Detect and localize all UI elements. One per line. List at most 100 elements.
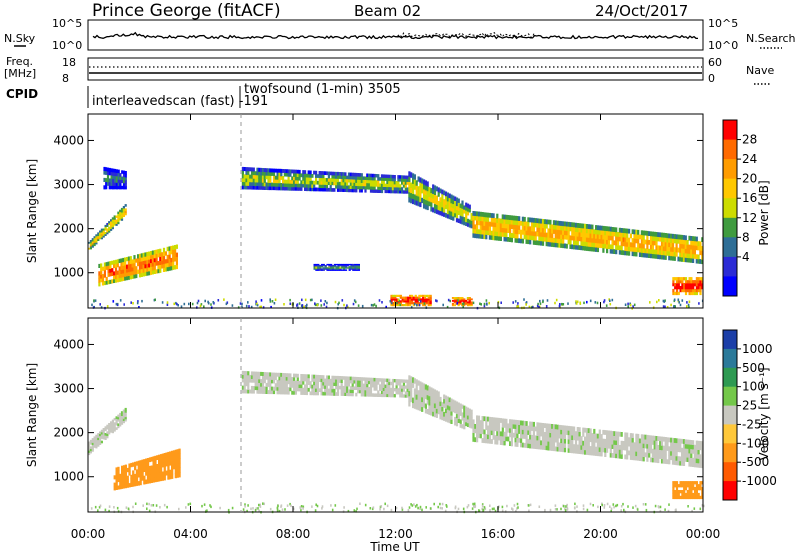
echo-cell (510, 233, 513, 238)
echo-cell (293, 384, 296, 388)
echo-cell (545, 436, 548, 442)
echo-cell (364, 393, 367, 397)
echo-cell (490, 430, 493, 436)
echo-cell (499, 418, 502, 423)
echo-cell (516, 428, 519, 434)
echo-cell (626, 445, 629, 451)
echo-cell (316, 384, 319, 389)
echo-cell (499, 227, 502, 233)
echo-cell (662, 241, 665, 247)
echo-cell (681, 257, 684, 262)
echo-cell (593, 428, 596, 434)
echo-cell (124, 180, 127, 184)
echo-cell (256, 185, 259, 190)
scatter-speck (259, 503, 261, 507)
echo-cell (172, 459, 176, 465)
echo-cell (375, 183, 378, 187)
echo-cell (681, 438, 684, 444)
echo-cell (366, 179, 369, 184)
echo-cell (100, 267, 103, 272)
echo-cell (164, 259, 167, 264)
echo-cell (624, 445, 627, 451)
scatter-speck (623, 508, 625, 512)
scatter-speck (439, 506, 442, 510)
echo-cell (432, 193, 435, 199)
echo-cell (606, 448, 609, 453)
echo-cell (534, 426, 537, 432)
echo-cell (152, 469, 155, 474)
echo-cell (143, 467, 146, 472)
echo-cell (481, 420, 484, 426)
echo-cell (642, 230, 645, 236)
echo-cell (509, 232, 512, 238)
scatter-speck (116, 303, 119, 307)
echo-cell (584, 436, 587, 442)
echo-cell (485, 212, 488, 218)
echo-cell (95, 445, 98, 449)
echo-cell (649, 439, 653, 445)
echo-cell (498, 222, 501, 228)
echo-cell (311, 174, 314, 178)
echo-cell (176, 463, 179, 469)
echo-cell (272, 172, 276, 176)
echo-cell (540, 236, 543, 242)
echo-cell (615, 236, 618, 241)
echo-cell (309, 187, 312, 192)
echo-cell (373, 183, 376, 187)
echo-cell (642, 434, 645, 440)
echo-cell (349, 172, 352, 177)
echo-cell (110, 175, 113, 179)
echo-cell (148, 267, 151, 272)
echo-cell (419, 177, 422, 183)
echo-cell (607, 235, 610, 241)
echo-cell (435, 394, 438, 400)
echo-cell (563, 243, 567, 249)
echo-cell (241, 374, 244, 379)
echo-cell (474, 233, 477, 239)
echo-cell (682, 257, 686, 262)
echo-cell (670, 238, 673, 243)
echo-cell (95, 434, 98, 438)
echo-cell (699, 245, 702, 251)
scatter-speck (435, 299, 437, 302)
echo-cell (380, 174, 384, 178)
echo-cell (335, 263, 338, 266)
echo-cell (267, 178, 270, 183)
echo-cell (399, 385, 402, 389)
echo-cell (538, 444, 541, 450)
echo-cell (692, 440, 695, 445)
echo-cell (347, 382, 351, 387)
echo-cell (313, 384, 316, 389)
echo-cell (117, 478, 120, 483)
echo-cell (99, 230, 102, 233)
echo-cell (574, 448, 578, 454)
echo-cell (325, 391, 329, 396)
echo-cell (304, 170, 307, 174)
echo-cell (393, 190, 396, 194)
echo-cell (371, 377, 374, 382)
echo-cell (518, 225, 521, 230)
echo-cell (430, 202, 433, 207)
echo-cell (626, 233, 629, 238)
echo-cell (151, 266, 154, 271)
echo-cell (509, 215, 512, 220)
echo-cell (243, 185, 246, 190)
echo-cell (675, 286, 679, 290)
echo-cell (683, 481, 686, 485)
echo-cell (391, 390, 394, 395)
echo-cell (320, 388, 323, 393)
echo-cell (660, 458, 664, 464)
echo-cell (446, 396, 449, 402)
echo-cell (488, 421, 491, 427)
echo-cell (390, 189, 393, 194)
echo-cell (417, 196, 420, 202)
echo-cell (357, 265, 360, 267)
echo-cell (344, 389, 347, 393)
colorbar-swatch (723, 198, 737, 219)
echo-cell (448, 418, 451, 424)
scatter-speck (395, 506, 398, 510)
echo-cell (609, 244, 612, 250)
echo-cell (263, 171, 266, 176)
echo-cell (536, 440, 539, 445)
